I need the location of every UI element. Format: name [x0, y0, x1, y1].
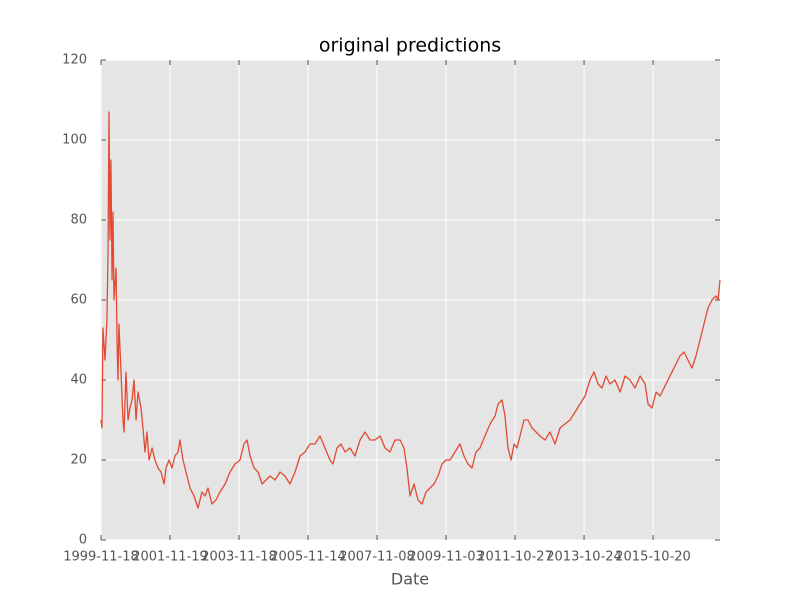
y-tick-label: 80: [70, 213, 87, 228]
y-tick-label: 20: [70, 453, 87, 468]
y-tick-label: 0: [79, 533, 87, 548]
y-tick-label: 40: [70, 373, 87, 388]
x-tick-label: 2003-11-18: [201, 550, 277, 565]
x-tick-label: 2011-10-27: [477, 550, 553, 565]
x-tick-label: 2005-11-14: [270, 550, 346, 565]
x-tick-label: 2001-11-19: [132, 550, 208, 565]
x-tick-label: 2007-11-08: [339, 550, 415, 565]
y-tick-label: 120: [62, 53, 87, 68]
y-tick-label: 60: [70, 293, 87, 308]
x-tick-label: 2015-10-20: [615, 550, 691, 565]
x-tick-label: 2013-10-24: [546, 550, 622, 565]
data-line: [100, 111, 721, 509]
x-tick-label: 1999-11-18: [63, 550, 139, 565]
x-axis-label: Date: [391, 570, 429, 589]
chart-title: original predictions: [319, 35, 501, 57]
x-tick-label: 2009-11-03: [408, 550, 484, 565]
y-tick-label: 100: [62, 133, 87, 148]
